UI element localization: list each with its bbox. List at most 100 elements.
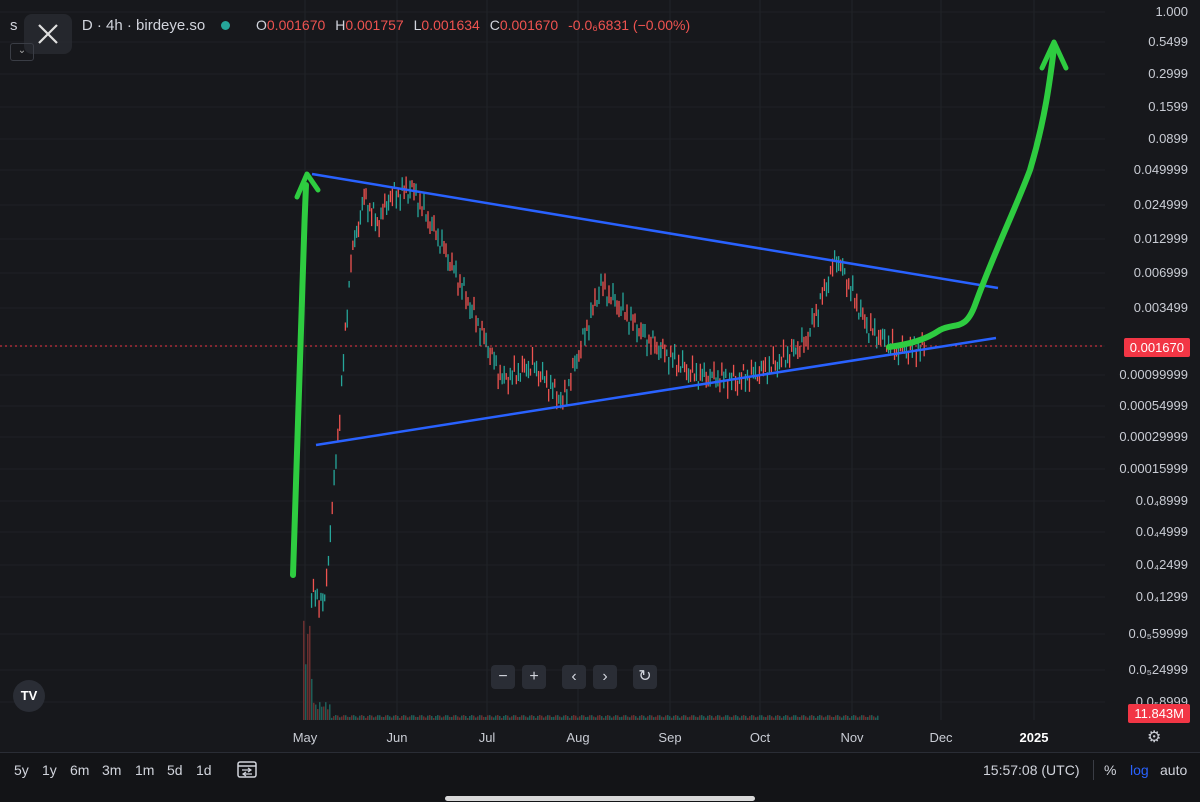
volume-bar xyxy=(459,717,461,720)
volume-bar xyxy=(729,716,731,720)
range-1y[interactable]: 1y xyxy=(42,762,57,778)
volume-bar xyxy=(435,716,437,720)
volume-bar xyxy=(521,715,523,720)
volume-bar xyxy=(759,715,761,720)
volume-bar xyxy=(421,715,423,720)
volume-bar xyxy=(565,715,567,720)
volume-bar xyxy=(541,715,543,720)
time-tick-label: 2025 xyxy=(1019,730,1049,745)
volume-bar xyxy=(415,716,417,720)
gear-icon[interactable]: ⚙ xyxy=(1147,729,1162,746)
price-tick-label: 0.00054999 xyxy=(1119,398,1188,413)
volume-bar xyxy=(401,716,403,720)
volume-bar xyxy=(873,716,875,720)
volume-bar xyxy=(641,715,643,720)
volume-bar xyxy=(855,715,857,720)
price-series xyxy=(310,176,925,618)
log-toggle[interactable]: log xyxy=(1130,762,1149,778)
ohlc-readout: O0.001670 H0.001757 L0.001634 C0.001670 … xyxy=(256,17,696,33)
volume-bar xyxy=(465,715,467,720)
volume-bar xyxy=(679,717,681,720)
volume-bar xyxy=(337,715,339,720)
volume-bar xyxy=(517,716,519,720)
percent-toggle[interactable]: % xyxy=(1104,762,1117,778)
tradingview-logo: TV xyxy=(13,680,45,712)
reset-button[interactable]: ↻ xyxy=(633,665,657,689)
time-tick-label: Oct xyxy=(749,730,771,745)
price-tick-label: 0.00099999 xyxy=(1119,367,1188,382)
volume-bar xyxy=(567,716,569,720)
volume-bar xyxy=(761,715,763,720)
volume-bar xyxy=(635,716,637,720)
time-tick-label: Sep xyxy=(658,730,682,745)
volume-bar xyxy=(777,715,779,720)
volume-bar xyxy=(379,715,381,720)
zoom-in-button[interactable]: + xyxy=(522,665,546,689)
volume-bar xyxy=(829,715,831,720)
volume-bar xyxy=(703,716,705,720)
range-1m[interactable]: 1m xyxy=(135,762,155,778)
volume-bar xyxy=(563,715,565,720)
volume-bar xyxy=(747,717,749,720)
volume-bar xyxy=(691,715,693,720)
volume-bar xyxy=(475,717,477,720)
range-1d[interactable]: 1d xyxy=(196,762,212,778)
upper-trendline[interactable] xyxy=(311,172,999,290)
legend-collapse-button[interactable]: ⌄ xyxy=(10,43,34,61)
price-tick-label: 0.0₄8999 xyxy=(1135,493,1188,508)
volume-bar xyxy=(869,715,871,720)
volume-bar xyxy=(429,715,431,720)
volume-bar xyxy=(495,715,497,720)
volume-bar xyxy=(543,717,545,720)
volume-bar xyxy=(365,717,367,720)
open-key: O xyxy=(256,17,267,33)
volume-bar xyxy=(581,715,583,720)
volume-bar xyxy=(319,702,321,720)
price-tick-label: 0.2999 xyxy=(1148,66,1188,81)
volume-bar xyxy=(351,715,353,720)
close-button[interactable] xyxy=(24,14,72,54)
volume-bar xyxy=(763,716,765,720)
range-5y[interactable]: 5y xyxy=(14,762,29,778)
volume-bar xyxy=(813,715,815,720)
symbol-title[interactable]: s D · 4h · birdeye.so xyxy=(10,17,240,34)
zoom-out-button[interactable]: − xyxy=(491,665,515,689)
range-6m[interactable]: 6m xyxy=(70,762,90,778)
green-arrow-right xyxy=(886,45,1057,350)
range-3m[interactable]: 3m xyxy=(102,762,122,778)
auto-toggle[interactable]: auto xyxy=(1160,762,1188,778)
volume-bar xyxy=(671,717,673,720)
volume-bar xyxy=(851,716,853,720)
volume-bar xyxy=(629,717,631,720)
volume-bar xyxy=(523,715,525,720)
volume-bar xyxy=(723,716,725,720)
volume-bar xyxy=(413,715,415,720)
volume-bar xyxy=(711,715,713,720)
range-5d[interactable]: 5d xyxy=(167,762,183,778)
close-value: 0.001670 xyxy=(499,17,559,33)
time-tick-label: May xyxy=(292,730,318,745)
price-tick-label: 0.00015999 xyxy=(1119,461,1188,476)
volume-bar xyxy=(549,715,551,720)
volume-bar xyxy=(699,715,701,720)
volume-bar xyxy=(817,716,819,720)
volume-bar xyxy=(623,715,625,720)
calendar-compare-icon[interactable] xyxy=(236,759,258,779)
volume-bar xyxy=(615,715,617,720)
volume-bar xyxy=(655,716,657,720)
clock-utc[interactable]: 15:57:08 (UTC) xyxy=(983,762,1080,778)
scroll-right-button[interactable]: › xyxy=(593,665,617,689)
volume-bar xyxy=(741,715,743,720)
volume-bar xyxy=(843,715,845,720)
price-tick-label: 0.049999 xyxy=(1133,162,1188,177)
volume-bar xyxy=(737,716,739,720)
lower-trendline[interactable] xyxy=(315,336,997,447)
time-tick-label: Nov xyxy=(840,730,864,745)
volume-bar xyxy=(663,717,665,720)
volume-bar xyxy=(695,716,697,720)
scroll-left-button[interactable]: ‹ xyxy=(562,665,586,689)
volume-bar xyxy=(431,715,433,720)
volume-bar xyxy=(455,715,457,720)
volume-bar xyxy=(309,625,311,720)
